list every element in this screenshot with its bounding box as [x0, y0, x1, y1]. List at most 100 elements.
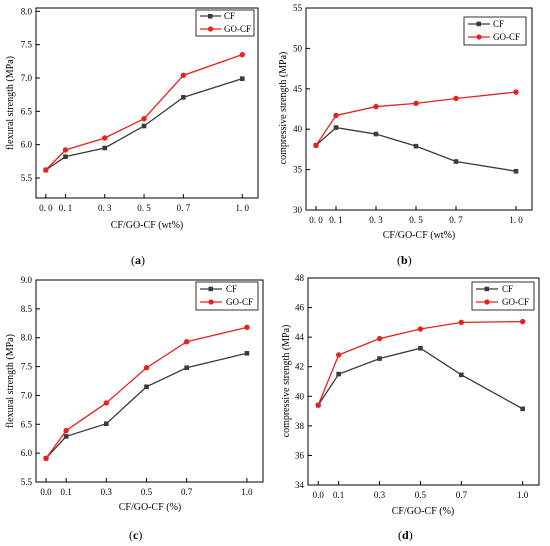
y-tick-label: 46	[295, 303, 305, 313]
cf-series-line	[45, 352, 248, 459]
legend-b: CF GO-CF	[463, 16, 527, 46]
legend-marker-cf	[476, 21, 481, 27]
y-axis-label: flexural strength (MPa)	[5, 56, 16, 150]
cf-point	[144, 384, 149, 390]
y-tick-label: 9.0	[21, 275, 33, 285]
gocf-point	[43, 167, 49, 173]
cf-series-line	[317, 347, 523, 410]
gocf-point	[244, 324, 250, 331]
y-tick-label: 44	[295, 332, 305, 342]
gocf-point	[453, 95, 459, 102]
y-tick-label: 36	[295, 450, 305, 460]
x-tick-label: 0. 3	[369, 215, 383, 225]
gocf-point	[180, 72, 187, 79]
gocf-point	[373, 103, 379, 110]
cf-point	[239, 76, 245, 81]
y-tick-label: 38	[295, 421, 305, 431]
gocf-series-line	[317, 320, 523, 406]
gocf-point	[143, 365, 150, 371]
y-tick-label: 5.5	[21, 173, 33, 183]
legend-label-cf: CF	[502, 284, 513, 294]
x-tick-label: 1.0	[517, 490, 529, 500]
x-tick-label: 0.5	[415, 490, 427, 500]
cf-point	[141, 123, 147, 129]
y-axis-label: flexural strength (MPa)	[5, 334, 16, 428]
plot-frame	[35, 279, 264, 483]
cf-point	[377, 356, 382, 361]
y-tick-label: 7.0	[21, 390, 33, 400]
plot-frame	[307, 277, 540, 486]
x-tick-label: 0. 5	[409, 215, 423, 225]
cf-point	[453, 159, 459, 164]
y-tick-label: 8.5	[21, 304, 33, 314]
gocf-point	[335, 352, 342, 358]
cf-series-line	[45, 78, 243, 171]
cf-point	[373, 131, 379, 137]
x-tick-label: 0. 1	[329, 215, 343, 225]
legend-a: CF GO-CF	[195, 9, 255, 37]
panel-caption: (d)	[398, 528, 413, 542]
gocf-series-line	[315, 91, 517, 146]
gocf-point	[239, 51, 245, 58]
gocf-point	[413, 100, 419, 107]
x-tick-label: 0. 7	[177, 203, 191, 213]
legend-label-gocf: GO-CF	[493, 32, 520, 42]
y-tick-label: 8.0	[21, 6, 33, 16]
y-tick-label: 40	[293, 124, 303, 134]
x-tick-label: 1. 0	[509, 215, 523, 225]
x-tick-label: 0.3	[101, 487, 113, 497]
panel-c: 0.0 0.1 0.3 0.5 0.7 1.0 5.5 6.0 6.5 7.0 7.5 8.0 8.5 9…	[5, 275, 264, 542]
cf-point	[63, 434, 69, 439]
cf-point	[181, 95, 186, 100]
gocf-point	[63, 427, 69, 434]
y-tick-label: 30	[293, 205, 303, 215]
x-axis-label: CF/GO-CF (%)	[119, 502, 182, 513]
panel-b: 0. 0 0. 1 0. 3 0. 5 0. 7 1. 0 30 35 40 45 50 55 CF …	[278, 3, 533, 267]
x-tick-label: 0.7	[456, 490, 468, 500]
y-tick-label: 8.0	[21, 333, 33, 343]
legend-c: CF GO-CF	[195, 281, 259, 311]
x-tick-label: 0.0	[313, 490, 325, 500]
gocf-point	[183, 339, 190, 345]
legend-label-cf: CF	[226, 284, 237, 294]
legend-marker-gocf	[208, 299, 214, 305]
x-axis-label: CF/GO-CF (wt%)	[383, 230, 456, 241]
y-tick-label: 55	[293, 3, 303, 13]
legend-label-gocf: GO-CF	[224, 24, 251, 34]
x-tick-label: 0.0	[40, 487, 52, 497]
series-d	[315, 318, 526, 412]
legend-label-gocf: GO-CF	[502, 297, 529, 307]
gocf-point	[458, 319, 465, 326]
legend-box	[195, 9, 255, 37]
y-tick-label: 45	[293, 84, 303, 94]
cf-point	[244, 351, 250, 356]
y-tick-label: 50	[293, 43, 303, 53]
x-tick-label: 1.0	[241, 487, 253, 497]
x-tick-label: 0.3	[374, 490, 386, 500]
x-tick-label: 0.1	[61, 487, 72, 497]
x-tick-label: 0. 0	[39, 203, 53, 213]
plot-frame	[305, 7, 533, 211]
legend-label-cf: CF	[224, 11, 235, 21]
y-tick-label: 7.0	[21, 73, 33, 83]
gocf-point	[417, 326, 424, 332]
gocf-point	[62, 147, 69, 153]
gocf-series-line	[45, 326, 248, 459]
legend-box	[195, 281, 259, 311]
series-a	[43, 51, 245, 173]
cf-point	[336, 371, 341, 377]
ticks-c: 0.0 0.1 0.3 0.5 0.7 1.0 5.5 6.0 6.5 7.0 7.5 8.0 8.5 9…	[21, 275, 253, 497]
y-tick-label: 40	[295, 391, 305, 401]
x-tick-label: 0.7	[181, 487, 193, 497]
y-tick-label: 6.0	[21, 448, 33, 458]
legend-marker-gocf	[484, 299, 490, 305]
x-tick-label: 0. 0	[309, 215, 323, 225]
series-b	[313, 89, 519, 174]
cf-point	[418, 345, 423, 351]
cf-point	[520, 406, 525, 412]
y-tick-label: 6.0	[21, 140, 33, 150]
panel-caption: (c)	[129, 528, 142, 542]
gocf-point	[519, 318, 526, 325]
gocf-point	[333, 112, 339, 119]
gocf-point	[43, 455, 49, 462]
